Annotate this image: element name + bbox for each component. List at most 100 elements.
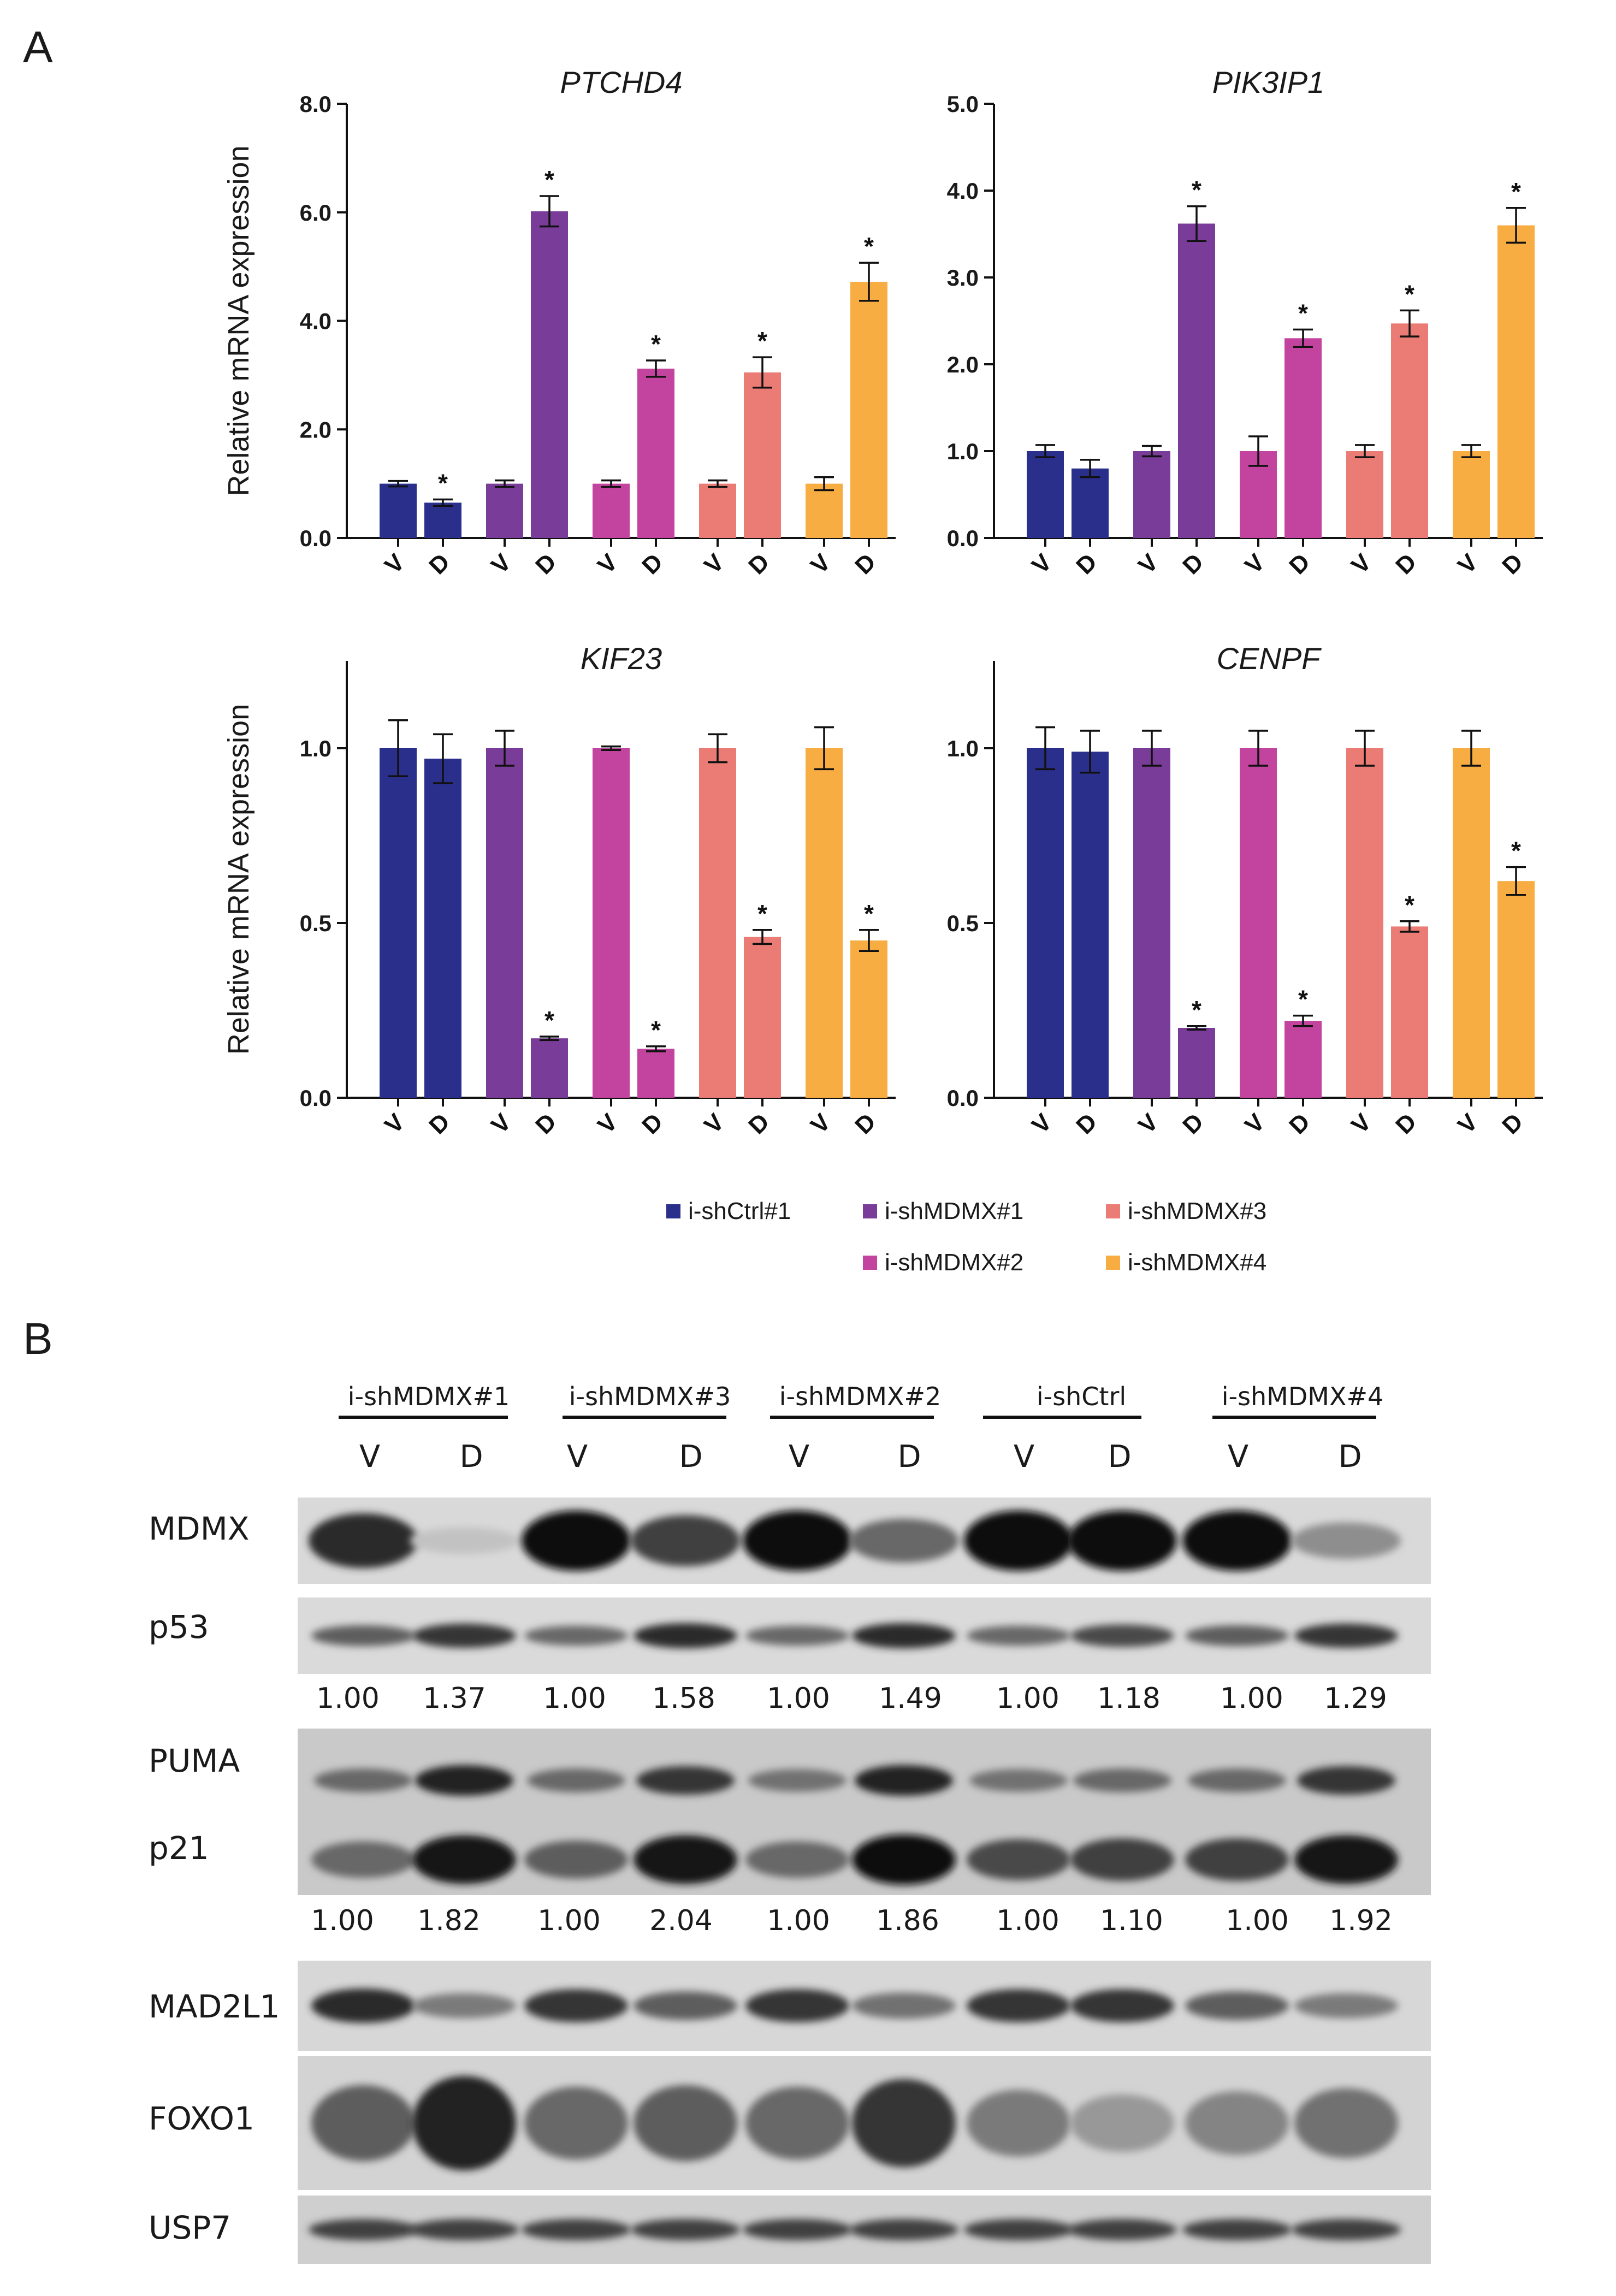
x-tick-label: V xyxy=(699,1109,730,1139)
group-underline xyxy=(339,1416,508,1419)
significance-star: * xyxy=(438,469,448,497)
p53-quant-value: 1.29 xyxy=(1324,1682,1387,1715)
band-p53 xyxy=(1070,1624,1174,1647)
x-tick-label: V xyxy=(1027,1109,1057,1139)
band-puma xyxy=(527,1768,625,1792)
x-tick-label: D xyxy=(637,548,668,579)
blot-svg xyxy=(298,2196,1431,2264)
y-tick-label: 5.0 xyxy=(947,91,979,117)
x-tick-label: V xyxy=(699,549,730,579)
legend-label: i-shMDMX#4 xyxy=(1128,1249,1267,1276)
significance-star: * xyxy=(1405,891,1414,919)
blot-svg xyxy=(298,1597,1431,1674)
band-usp7 xyxy=(410,2219,519,2240)
legend-label: i-shMDMX#2 xyxy=(885,1249,1024,1276)
bar xyxy=(637,1049,674,1098)
significance-star: * xyxy=(864,232,874,261)
band-p21 xyxy=(745,1841,849,1878)
y-tick-label: 1.0 xyxy=(947,439,979,464)
band-foxo1 xyxy=(524,2086,628,2160)
band-mad2l1 xyxy=(852,1992,956,2019)
p21-quant-value: 1.00 xyxy=(767,1904,830,1937)
p53-quant-value: 1.58 xyxy=(652,1682,715,1715)
chart-title: PTCHD4 xyxy=(560,65,682,99)
chart-legend: i-shCtrl#1 i-shMDMX#1 i-shMDMX#3 i-shMDM… xyxy=(661,1193,1371,1303)
band-p21 xyxy=(967,1839,1070,1880)
lane-label: V xyxy=(1227,1439,1249,1475)
x-tick-label: D xyxy=(424,548,455,579)
bar xyxy=(1453,451,1490,538)
y-tick-label: 3.0 xyxy=(947,265,979,291)
band-p53 xyxy=(967,1625,1070,1646)
lane-label: V xyxy=(788,1439,810,1475)
bar xyxy=(424,759,461,1098)
y-tick-label: 0.0 xyxy=(300,525,332,551)
legend-label: i-shCtrl#1 xyxy=(688,1198,791,1224)
x-tick-label: V xyxy=(486,549,517,579)
bar xyxy=(1497,881,1535,1098)
y-tick-label: 2.0 xyxy=(300,417,332,442)
blot-svg xyxy=(298,1961,1431,2051)
p53-quant-value: 1.00 xyxy=(767,1682,830,1715)
x-tick-label: D xyxy=(1497,548,1528,579)
band-foxo1 xyxy=(852,2079,956,2168)
band-p53 xyxy=(634,1623,737,1648)
band-usp7 xyxy=(1292,2219,1401,2240)
bar xyxy=(1072,468,1109,538)
band-p21 xyxy=(852,1835,956,1885)
p21-quant-value: 1.86 xyxy=(876,1904,939,1937)
x-tick-label: V xyxy=(486,1109,517,1139)
x-tick-label: D xyxy=(530,1108,561,1139)
x-tick-label: V xyxy=(1240,549,1270,579)
lane-label: V xyxy=(566,1439,588,1475)
p53-quant-value: 1.00 xyxy=(1220,1682,1283,1715)
blot-label-mdmx: MDMX xyxy=(149,1510,250,1547)
bar xyxy=(1178,1028,1215,1098)
bar xyxy=(1391,323,1428,538)
bar xyxy=(1346,748,1383,1098)
significance-star: * xyxy=(1298,985,1308,1014)
y-tick-label: 0.0 xyxy=(300,1085,332,1111)
group-label-shmdmx3: i-shMDMX#3 xyxy=(569,1382,731,1411)
bar xyxy=(1240,748,1277,1098)
band-mad2l1 xyxy=(524,1989,628,2022)
legend-swatch xyxy=(1106,1204,1120,1218)
x-tick-label: V xyxy=(806,549,836,579)
significance-star: * xyxy=(544,165,554,194)
band-puma xyxy=(748,1769,847,1792)
group-label-shmdmx1: i-shMDMX#1 xyxy=(347,1382,510,1411)
band-foxo1 xyxy=(1185,2091,1289,2155)
lane-label: V xyxy=(1013,1439,1035,1475)
band-puma xyxy=(1297,1766,1395,1795)
blot-label-p53: p53 xyxy=(149,1608,209,1646)
band-usp7 xyxy=(849,2219,958,2240)
y-tick-label: 8.0 xyxy=(300,91,332,117)
band-puma xyxy=(1073,1768,1171,1792)
x-tick-label: V xyxy=(1346,549,1377,579)
x-tick-label: D xyxy=(1071,1108,1102,1139)
bar xyxy=(531,211,568,538)
blot-svg xyxy=(298,1729,1431,1895)
x-tick-label: D xyxy=(1177,548,1209,579)
y-tick-label: 6.0 xyxy=(300,200,332,226)
blot-usp7 xyxy=(298,2196,1431,2264)
bar xyxy=(1391,926,1428,1098)
significance-star: * xyxy=(757,327,767,355)
p53-quant-value: 1.18 xyxy=(1097,1682,1161,1715)
band-mad2l1 xyxy=(1185,1991,1289,2020)
lane-label: V xyxy=(359,1439,381,1475)
y-tick-label: 0.5 xyxy=(300,910,332,936)
blot-label-usp7: USP7 xyxy=(149,2209,232,2246)
x-tick-label: V xyxy=(1133,1109,1164,1139)
bar xyxy=(1346,451,1383,538)
x-tick-label: V xyxy=(1346,1109,1377,1139)
band-usp7 xyxy=(631,2219,740,2240)
significance-star: * xyxy=(1192,176,1201,204)
band-puma xyxy=(855,1765,953,1796)
y-tick-label: 0.5 xyxy=(947,910,979,936)
bar xyxy=(1133,748,1170,1098)
significance-star: * xyxy=(1405,280,1414,308)
y-tick-label: 1.0 xyxy=(947,736,979,761)
